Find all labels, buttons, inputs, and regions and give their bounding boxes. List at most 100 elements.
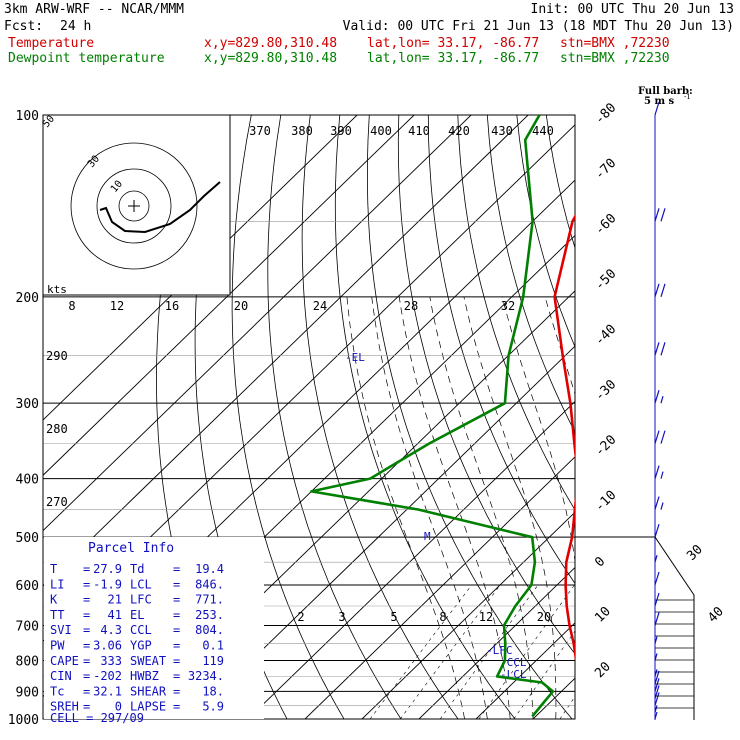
el-marker: -EL bbox=[345, 351, 365, 364]
speed-tick-label: 28 bbox=[404, 299, 418, 313]
parcel-value: 119 bbox=[202, 654, 224, 668]
speed-tick-label: 24 bbox=[313, 299, 327, 313]
parcel-key: K bbox=[50, 593, 58, 607]
barb-flag bbox=[654, 524, 660, 538]
theta-label: 440 bbox=[532, 124, 554, 138]
wind-speed-label: 30 bbox=[684, 542, 706, 564]
barb-flag bbox=[660, 342, 666, 356]
parcel-key: LI bbox=[50, 577, 64, 591]
theta-label: 370 bbox=[249, 124, 271, 138]
wind-barb-column: 30 40 Full barb:5 m s -1 bbox=[575, 86, 727, 720]
parcel-value: 3.06 bbox=[93, 639, 122, 653]
temperature-tick-label: 0 bbox=[592, 554, 608, 570]
temperature-tick-label: 20 bbox=[592, 659, 614, 681]
dry-adiabat bbox=[605, 115, 740, 732]
parcel-key: T bbox=[50, 562, 57, 576]
wind-barb bbox=[654, 678, 660, 692]
parcel-eq: = bbox=[83, 654, 90, 668]
parcel-value: -202 bbox=[93, 669, 122, 683]
barb-flag bbox=[654, 208, 660, 222]
wind-barb bbox=[654, 430, 666, 444]
isotherm-line bbox=[304, 456, 575, 719]
parcel-eq: = bbox=[83, 562, 90, 576]
barb-flag bbox=[654, 342, 660, 356]
hodograph-units: kts bbox=[47, 283, 67, 296]
barb-half bbox=[654, 636, 658, 644]
fcst-value: 24 h bbox=[60, 19, 92, 34]
isotherm-line bbox=[190, 345, 575, 719]
barb-flag bbox=[654, 670, 660, 685]
dewpoint-name: Dewpoint temperature bbox=[8, 51, 165, 66]
wind-barb bbox=[654, 101, 660, 116]
dry-adiabat bbox=[576, 115, 740, 732]
parcel-value: 771. bbox=[195, 593, 224, 607]
barb-half bbox=[660, 502, 664, 510]
pressure-tick-label: 1000 bbox=[8, 713, 39, 728]
parcel-eq: = bbox=[173, 608, 180, 622]
parcel-eq: = bbox=[173, 639, 180, 653]
temperature-tick-label: 10 bbox=[592, 604, 614, 626]
wind-barb bbox=[654, 670, 660, 685]
temperature-stn: stn=BMX ,72230 bbox=[560, 36, 670, 51]
parcel-eq: = bbox=[173, 669, 180, 683]
pressure-tick-label: 900 bbox=[16, 685, 39, 700]
dry-adiabat bbox=[231, 115, 345, 719]
temperature-name: Temperature bbox=[8, 36, 95, 51]
wind-barb bbox=[654, 524, 660, 538]
parcel-key: TT bbox=[50, 608, 64, 622]
pressure-tick-label: 200 bbox=[16, 291, 39, 306]
parcel-key: LFC bbox=[130, 593, 152, 607]
wind-barb bbox=[654, 711, 658, 720]
temperature-tick-label: -80 bbox=[592, 100, 619, 127]
parcel-eq: = bbox=[173, 700, 180, 714]
barb-half bbox=[654, 705, 658, 713]
temperature-tick-label: -50 bbox=[592, 266, 619, 293]
parcel-key: YGP bbox=[130, 639, 152, 653]
dewpoint-latlon: lat,lon= 33.17, -86.77 bbox=[367, 51, 540, 66]
wind-barb bbox=[654, 612, 660, 626]
wind-barb bbox=[654, 692, 660, 706]
mixing-ratio-label: 5 bbox=[390, 610, 397, 624]
parcel-value: 41 bbox=[108, 608, 122, 622]
mixing-ratio-label: 2 bbox=[297, 610, 304, 624]
moist-adiabat bbox=[346, 296, 465, 719]
parcel-eq: = bbox=[83, 669, 90, 683]
dewpoint-xy: x,y=829.80,310.48 bbox=[204, 51, 338, 66]
isotherm-line bbox=[590, 115, 740, 719]
speed-tick-label: 12 bbox=[110, 299, 124, 313]
wind-barb bbox=[654, 571, 660, 586]
wind-legend-exp: -1 bbox=[684, 93, 691, 101]
wind-barb bbox=[654, 465, 664, 479]
parcel-eq: = bbox=[83, 639, 90, 653]
barb-half bbox=[654, 669, 658, 677]
pressure-tick-label: 300 bbox=[16, 397, 39, 412]
isotherm-line bbox=[418, 566, 575, 719]
isotherm-line bbox=[704, 115, 740, 719]
theta-label: 380 bbox=[291, 124, 313, 138]
dry-adiabat bbox=[301, 115, 459, 719]
isotherm-line bbox=[361, 511, 575, 719]
dry-adiabat bbox=[694, 115, 740, 732]
plot-frame bbox=[42, 114, 576, 720]
parcel-eq: = bbox=[83, 700, 90, 714]
parcel-value: 3234. bbox=[188, 669, 224, 683]
parcel-key: Tc bbox=[50, 684, 64, 698]
barb-flag bbox=[654, 592, 660, 607]
wind-barb bbox=[654, 705, 658, 713]
parcel-key: CAPE bbox=[50, 654, 79, 668]
dry-adiabat bbox=[267, 115, 402, 719]
parcel-eq: = bbox=[83, 608, 90, 622]
temperature-latlon: lat,lon= 33.17, -86.77 bbox=[367, 36, 540, 51]
wind-barb bbox=[654, 592, 660, 607]
parcel-value: 27.9 bbox=[93, 562, 122, 576]
init-time: Init: 00 UTC Thu 20 Jun 13 bbox=[530, 2, 735, 17]
barb-flag bbox=[654, 496, 660, 510]
parcel-eq: = bbox=[173, 577, 180, 591]
parcel-value: 846. bbox=[195, 577, 224, 591]
parcel-eq: = bbox=[83, 684, 90, 698]
speed-tick-label: 16 bbox=[165, 299, 179, 313]
barb-flag bbox=[660, 430, 666, 444]
model-title: 3km ARW-WRF -- NCAR/MMM bbox=[4, 2, 185, 17]
isotherm-line bbox=[532, 677, 575, 719]
dry-adiabat bbox=[723, 115, 740, 732]
